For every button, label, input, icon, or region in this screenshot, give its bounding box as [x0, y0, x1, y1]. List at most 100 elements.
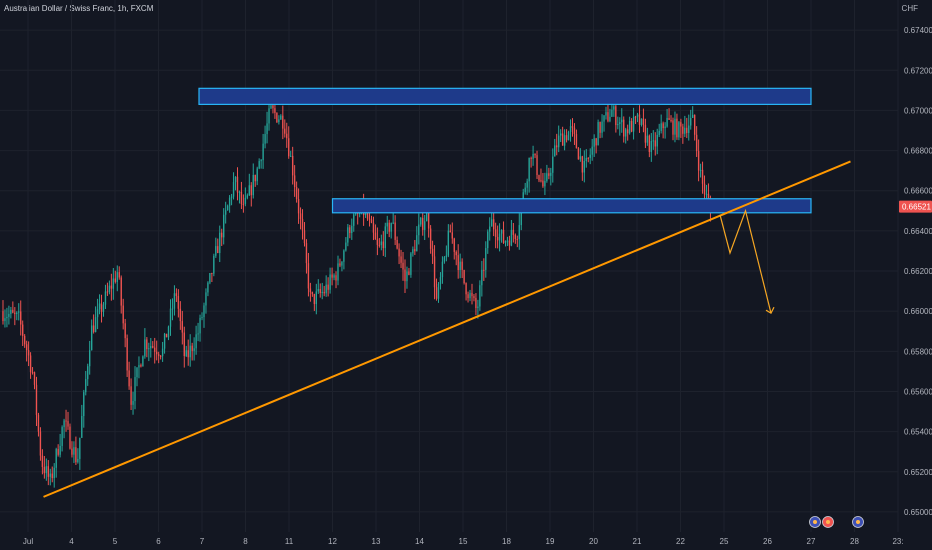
candle-body [297, 199, 300, 214]
candle-body [329, 274, 331, 290]
candle-body [207, 282, 209, 293]
candle-body [154, 347, 156, 352]
time-tick-label: 23: [892, 537, 903, 546]
candle-body [286, 133, 288, 139]
candle-body [232, 182, 235, 197]
candle-body [512, 229, 515, 235]
candle-body [6, 316, 8, 319]
candle-body [120, 277, 122, 306]
candle-body [234, 176, 237, 183]
candle-body [496, 237, 499, 241]
candle-body [246, 195, 249, 198]
candle-body [179, 308, 182, 322]
candle-body [686, 127, 688, 133]
candle-body [45, 466, 48, 474]
candle-body [215, 246, 217, 256]
candle-body [83, 392, 85, 417]
candle-body [603, 115, 605, 122]
support-zone[interactable] [331, 198, 812, 214]
candle-body [565, 135, 568, 141]
candle-body [122, 305, 124, 324]
candle-body [39, 431, 42, 456]
candle-body [536, 155, 538, 176]
candle-body [100, 303, 103, 312]
candle-body [404, 269, 406, 282]
candle-body [425, 209, 428, 222]
candle-body [575, 134, 578, 149]
candle-body [272, 105, 274, 109]
candle-body [49, 473, 51, 477]
candle-body [85, 379, 87, 393]
time-tick-label: 12 [328, 537, 337, 546]
price-tick-label: 0.66000 [904, 307, 932, 316]
candle-body [199, 317, 201, 334]
candle-body [150, 346, 152, 349]
candle-body [666, 117, 668, 127]
candle-body [579, 156, 582, 160]
candle-body [191, 345, 193, 351]
drawing-annotations[interactable] [43, 87, 851, 498]
price-tick-label: 0.65600 [904, 387, 932, 396]
candle-body [508, 240, 511, 246]
candle-body [159, 355, 162, 357]
ascending-trendline[interactable] [43, 160, 851, 498]
candle-body [443, 257, 446, 262]
candle-body [670, 119, 672, 121]
candle-body [175, 293, 178, 296]
candle-body [351, 225, 353, 233]
candle-body [193, 348, 195, 351]
candle-body [327, 284, 329, 290]
candle-body [187, 350, 189, 358]
last-price-badge-bg [899, 200, 932, 213]
candle-body [43, 466, 46, 474]
candle-body [254, 174, 256, 182]
candle-body [705, 193, 708, 195]
candle-body [463, 269, 465, 284]
candle-body [264, 134, 266, 144]
candle-body [303, 230, 306, 244]
candle-body [374, 232, 377, 240]
candle-body [559, 133, 562, 136]
candle-body [339, 263, 341, 266]
candle-body [165, 333, 168, 338]
candle-body [266, 123, 268, 135]
candle-body [688, 125, 690, 133]
grid-lines [0, 0, 899, 532]
time-tick-label: 25 [720, 537, 729, 546]
candle-body [479, 285, 481, 307]
candle-body [262, 143, 264, 161]
candle-body [636, 114, 639, 117]
candle-body [504, 241, 507, 243]
candle-body [471, 292, 473, 297]
candle-body [2, 311, 4, 322]
candle-body [457, 255, 459, 271]
candle-body [370, 219, 373, 223]
candle-body [75, 447, 77, 463]
price-axis[interactable]: 0.65000 0.65200 0.65400 0.65600 0.65800 0.660… [904, 0, 932, 517]
candle-body [660, 123, 662, 131]
bottom-icons[interactable] [809, 516, 864, 528]
candle-body [481, 269, 483, 286]
candle-body [431, 248, 434, 257]
symbol-title[interactable]: Australian Dollar / Swiss Franc, 1h, FXC… [4, 4, 154, 13]
candle-body [65, 420, 67, 422]
price-tick-label: 0.66600 [904, 187, 932, 196]
candle-body [144, 339, 146, 357]
time-axis[interactable]: Jul 4 5 6 7 8 11 12 13 14 15 18 19 20 21 22 25 26 27 28 23: [23, 537, 904, 546]
candle-body [384, 226, 386, 249]
candle-body [577, 148, 580, 160]
candle-body [114, 278, 116, 282]
candle-body [390, 223, 392, 232]
candle-body [81, 416, 83, 438]
candle-body [449, 230, 452, 233]
candle-body [12, 309, 14, 313]
candle-body [410, 253, 412, 275]
projection-path[interactable] [719, 208, 772, 314]
candle-body [386, 222, 388, 227]
candle-body [189, 345, 191, 358]
candle-body [455, 251, 457, 256]
candle-body [226, 205, 229, 211]
candle-body [693, 114, 696, 135]
resistance-zone[interactable] [198, 87, 812, 105]
